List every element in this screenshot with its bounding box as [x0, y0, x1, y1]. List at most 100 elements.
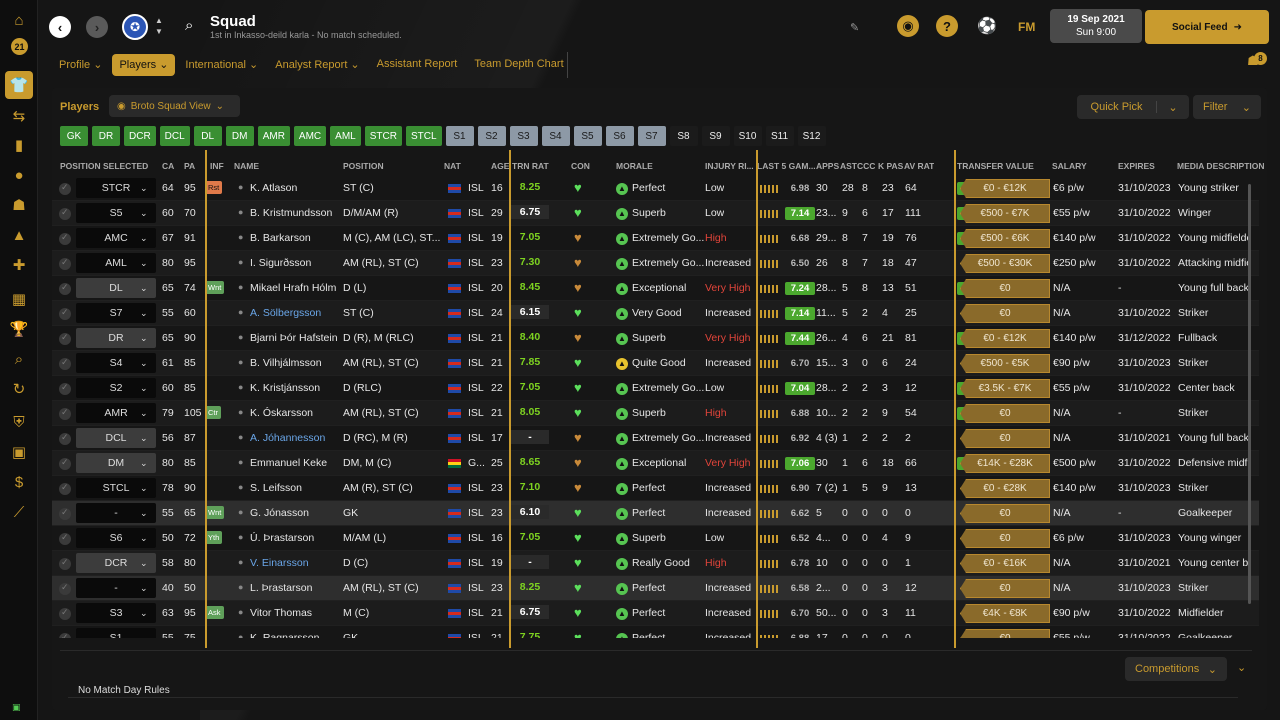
player-name[interactable]: Emmanuel Keke [250, 457, 328, 469]
column-header[interactable]: POSITION [343, 161, 384, 171]
medical-icon[interactable]: ✚ [12, 257, 26, 274]
refresh-icon[interactable]: ↻ [12, 381, 26, 398]
chevron-down-icon[interactable]: ⌄ [140, 558, 148, 568]
position-selector[interactable]: AMC [76, 228, 156, 248]
column-header[interactable]: CCC [857, 161, 876, 171]
position-selector[interactable]: S6 [76, 528, 156, 548]
player-name[interactable]: B. Kristmundsson [250, 207, 333, 219]
football-icon[interactable]: ⚽ [977, 18, 997, 35]
column-header[interactable]: CA [162, 161, 175, 171]
select-checkbox[interactable] [59, 333, 71, 345]
finances-icon[interactable]: $ [14, 473, 24, 491]
social-feed-button[interactable]: Social Feed ➜ [1145, 10, 1269, 44]
training-icon[interactable]: ▲ [11, 226, 27, 244]
select-checkbox[interactable] [59, 233, 71, 245]
position-selector[interactable]: S3 [76, 603, 156, 623]
forward-button[interactable]: › [86, 16, 108, 38]
table-row[interactable]: S4⌄ 61 85 ● B. Vilhjálmsson AM (RL), ST (C) IS… [52, 351, 1259, 376]
position-selector[interactable]: DCL [76, 428, 156, 448]
column-header[interactable]: INF [210, 161, 224, 171]
help-icon[interactable]: ? [936, 15, 958, 37]
position-filter-button[interactable]: STCL [405, 126, 442, 146]
table-row[interactable]: AMC⌄ 67 91 ● B. Barkarson M (C), AM (LC), ST.… [52, 226, 1259, 251]
position-filter-button[interactable]: S12 [797, 126, 826, 146]
select-checkbox[interactable] [59, 533, 71, 545]
stats-icon[interactable]: ⟋ [13, 503, 25, 521]
select-checkbox[interactable] [59, 258, 71, 270]
player-name[interactable]: K. Kristjánsson [250, 382, 321, 394]
chevron-down-icon[interactable]: ⌄ [140, 358, 148, 368]
tab-team-depth-chart[interactable]: Team Depth Chart [474, 58, 564, 70]
column-header[interactable]: POSITION SELECTED [60, 161, 149, 171]
position-filter-button[interactable]: DCR [124, 126, 156, 146]
player-name[interactable]: B. Vilhjálmsson [250, 357, 322, 369]
select-checkbox[interactable] [59, 483, 71, 495]
chevron-down-icon[interactable]: ⌄ [140, 433, 148, 443]
position-filter-button[interactable]: S9 [701, 126, 730, 146]
position-filter-button[interactable]: S1 [445, 126, 474, 146]
player-name[interactable]: L. Þrastarson [250, 582, 313, 594]
position-selector[interactable]: AML [76, 253, 156, 273]
club-switch-arrows-icon[interactable]: ▲ ▼ [155, 16, 163, 36]
chevron-down-icon[interactable]: ⌄ [140, 408, 148, 418]
select-checkbox[interactable] [59, 458, 71, 470]
position-filter-button[interactable]: AML [330, 126, 361, 146]
column-header[interactable]: MORALE [616, 161, 653, 171]
column-header[interactable]: K PAS [878, 161, 904, 171]
collapse-chevron-icon[interactable]: ⌄ [1237, 662, 1247, 674]
player-name[interactable]: K. Atlason [250, 182, 298, 194]
position-selector[interactable]: - [76, 503, 156, 523]
position-selector[interactable]: S1 [76, 628, 156, 638]
column-header[interactable]: APPS [816, 161, 840, 171]
chevron-down-icon[interactable]: ⌄ [140, 208, 148, 218]
transfers-icon[interactable]: ⇆ [12, 108, 26, 125]
column-header[interactable]: AST [840, 161, 857, 171]
chevron-down-icon[interactable]: ⌄ [140, 483, 148, 493]
table-row[interactable]: DCL⌄ 56 87 ● A. Jóhannesson D (RC), M (R) ISL 1… [52, 426, 1259, 451]
position-selector[interactable]: STCR [76, 178, 156, 198]
chevron-down-icon[interactable]: ⌄ [140, 283, 148, 293]
player-name[interactable]: V. Einarsson [250, 557, 309, 569]
column-header[interactable]: INJURY RI... [705, 161, 754, 171]
player-name[interactable]: I. Sigurðsson [250, 257, 312, 269]
select-checkbox[interactable] [59, 608, 71, 620]
chevron-down-icon[interactable]: ⌄ [140, 183, 148, 193]
position-selector[interactable]: - [76, 578, 156, 598]
tab-profile[interactable]: Profile ⌄ [59, 59, 103, 71]
table-row[interactable]: DL⌄ 65 74 Wnt ● Mikael Hrafn Hólm D (L) ISL 20 8.… [52, 276, 1259, 301]
position-filter-button[interactable]: S3 [509, 126, 538, 146]
chevron-down-icon[interactable]: ⌄ [140, 633, 148, 638]
player-name[interactable]: Mikael Hrafn Hólm [250, 282, 337, 294]
chevron-down-icon[interactable]: ⌄ [140, 608, 148, 618]
player-name[interactable]: Vitor Thomas [250, 607, 313, 619]
table-row[interactable]: AML⌄ 80 95 ● I. Sigurðsson AM (RL), ST (C) ISL… [52, 251, 1259, 276]
fm-logo[interactable]: FM [1018, 20, 1036, 34]
player-name[interactable]: G. Jónasson [250, 507, 309, 519]
position-filter-button[interactable]: GK [60, 126, 88, 146]
position-selector[interactable]: S4 [76, 353, 156, 373]
table-row[interactable]: S5⌄ 60 70 ● B. Kristmundsson D/M/AM (R) ISL 29 6… [52, 201, 1259, 226]
select-checkbox[interactable] [59, 208, 71, 220]
player-name[interactable]: S. Leifsson [250, 482, 302, 494]
player-name[interactable]: K. Óskarsson [250, 407, 314, 419]
position-filter-button[interactable]: S11 [765, 126, 794, 146]
position-selector[interactable]: S2 [76, 378, 156, 398]
squad-icon[interactable]: 👕 [5, 71, 33, 99]
player-name[interactable]: Bjarni Þór Hafstein [250, 332, 338, 344]
position-filter-button[interactable]: S6 [605, 126, 634, 146]
player-name[interactable]: Ú. Þrastarson [250, 532, 315, 544]
chevron-down-icon[interactable]: ⌄ [140, 383, 148, 393]
chevron-down-icon[interactable]: ⌄ [140, 583, 148, 593]
position-selector[interactable]: STCL [76, 478, 156, 498]
competitions-dropdown[interactable]: Competitions ⌄ [1125, 657, 1227, 681]
select-checkbox[interactable] [59, 283, 71, 295]
position-selector[interactable]: DR [76, 328, 156, 348]
chevron-down-icon[interactable]: ⌄ [140, 233, 148, 243]
select-checkbox[interactable] [59, 633, 71, 638]
globe-icon[interactable]: ◉ [897, 15, 919, 37]
position-filter-button[interactable]: S5 [573, 126, 602, 146]
table-row[interactable]: DM⌄ 80 85 ● Emmanuel Keke DM, M (C) G... 25 8.65… [52, 451, 1259, 476]
